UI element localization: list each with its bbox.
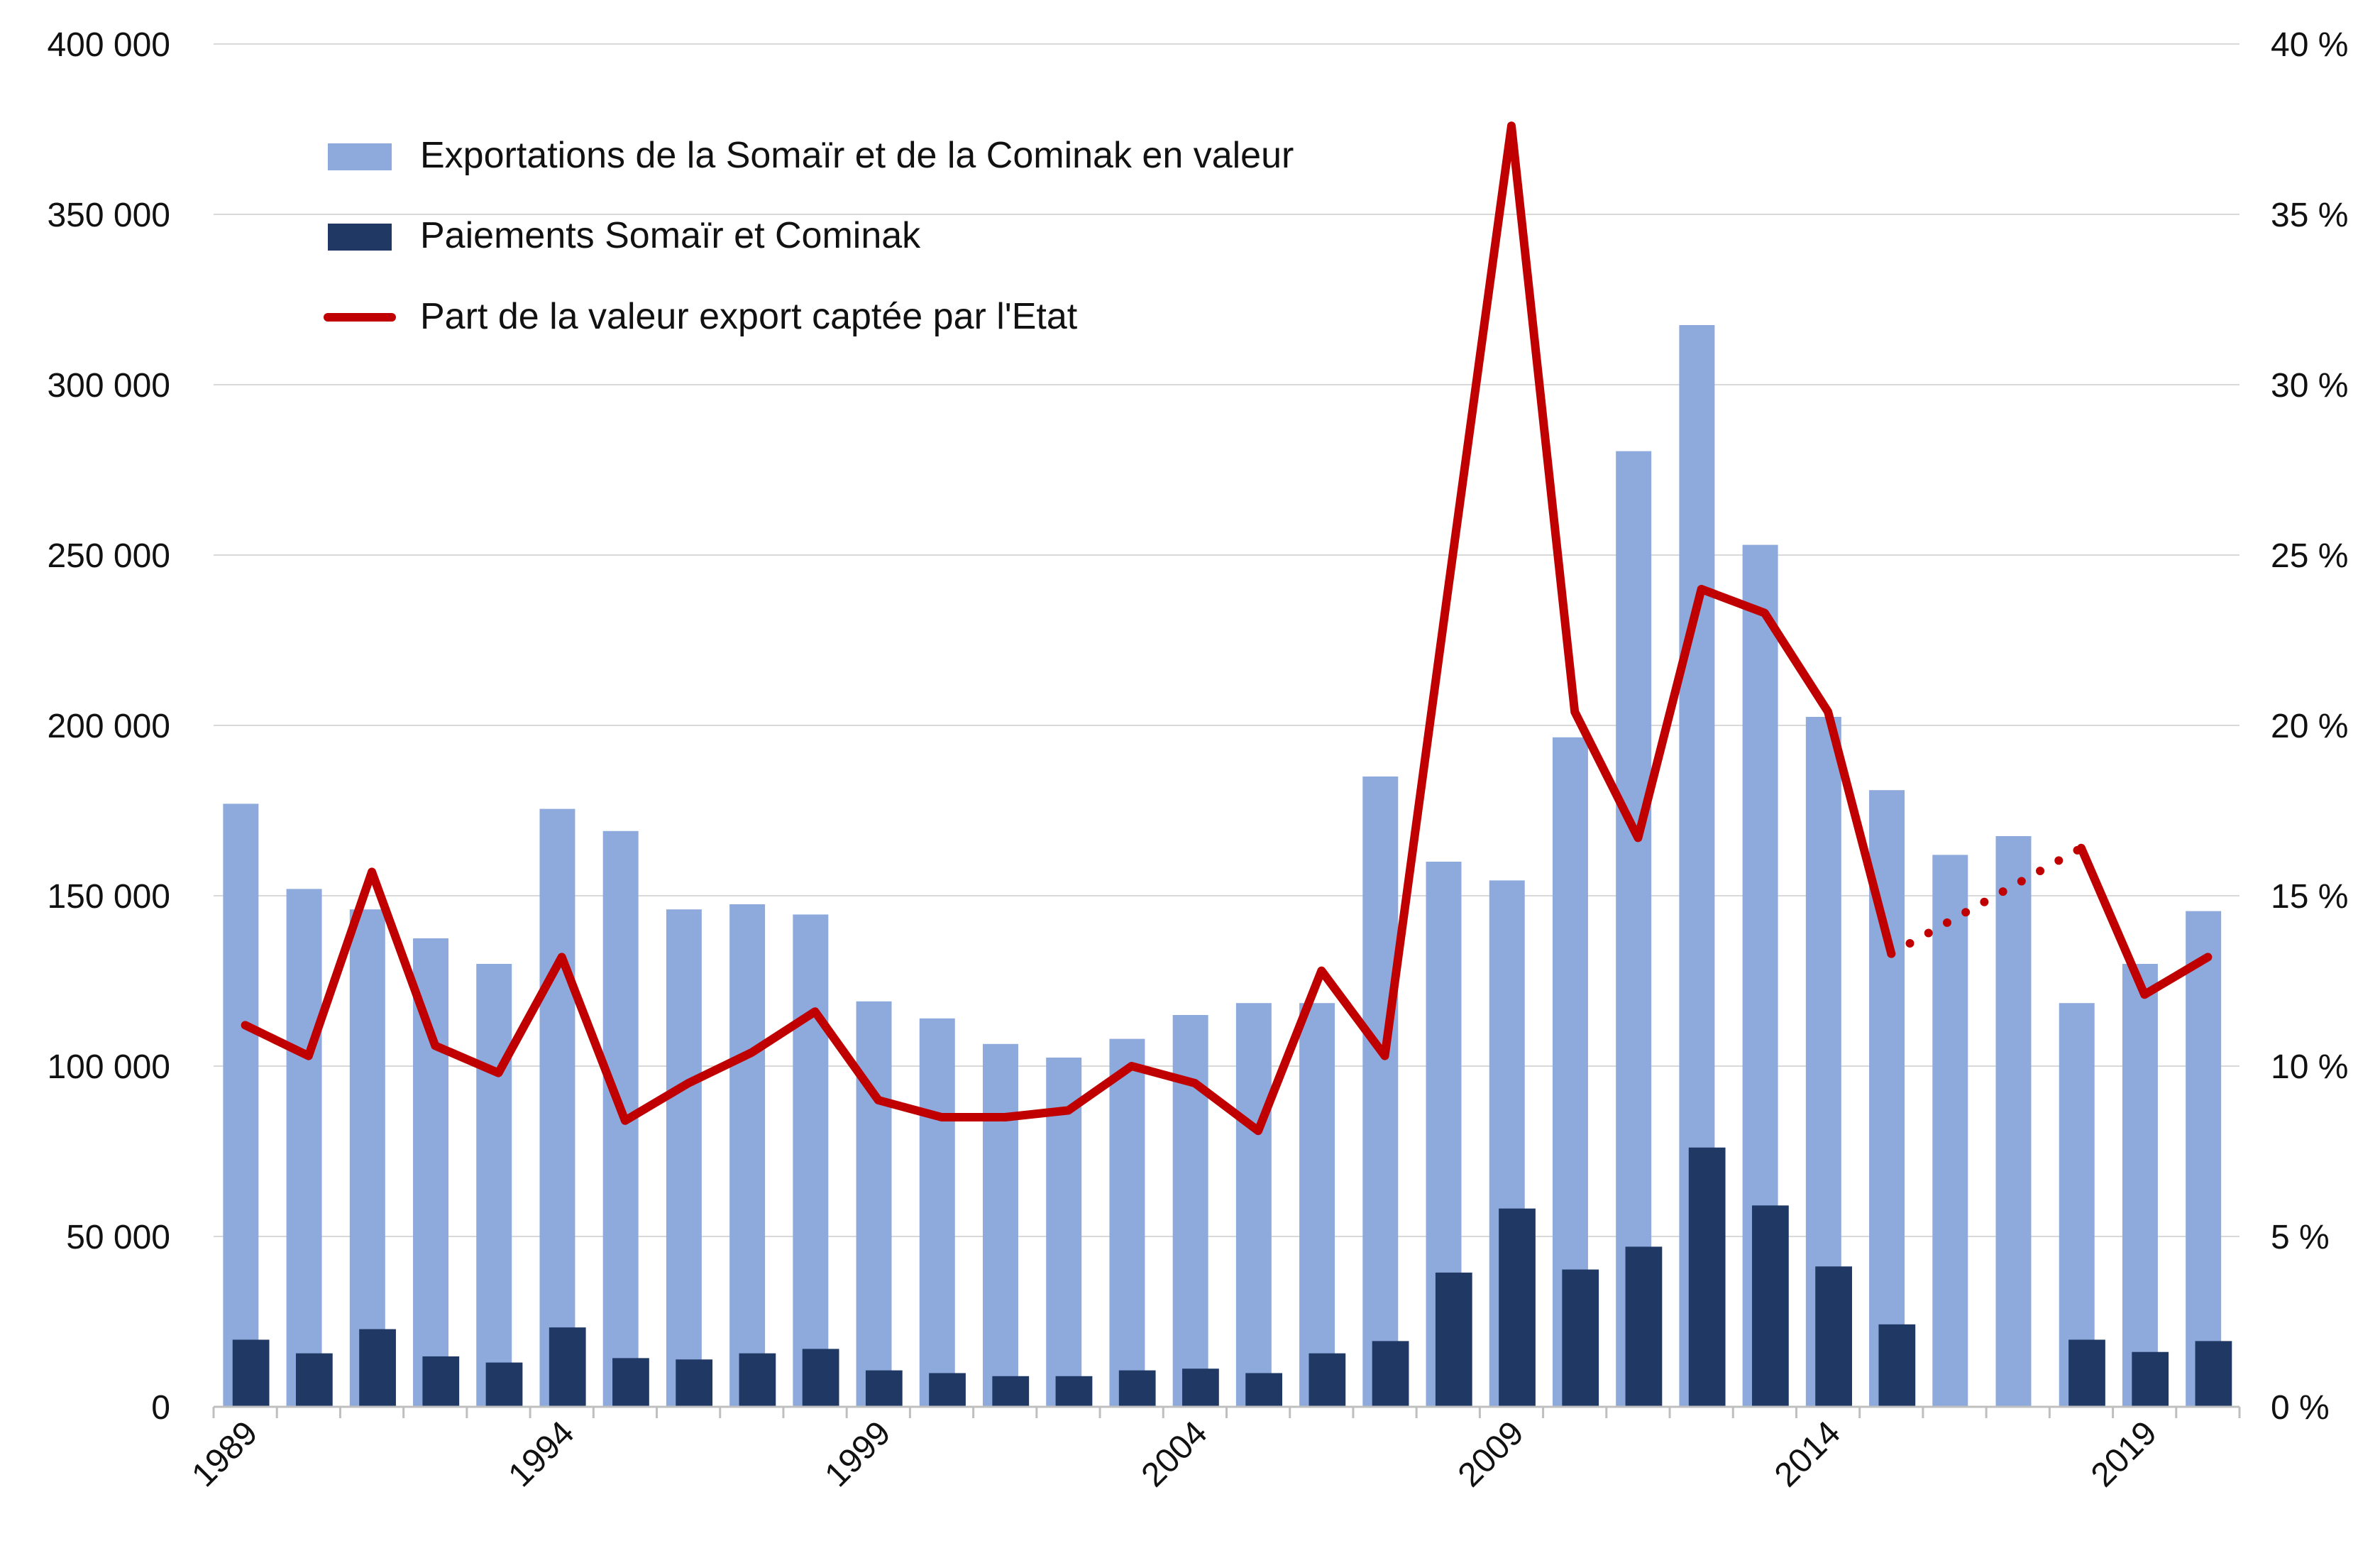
y-left-tick-label: 200 000 <box>47 708 170 745</box>
bar-exports <box>1932 855 1968 1407</box>
x-tick-label: 2014 <box>1768 1414 1848 1494</box>
bar-exports <box>2122 964 2158 1407</box>
bar-payments <box>485 1362 523 1407</box>
bar-payments <box>1118 1370 1156 1407</box>
y-left-tick-label: 400 000 <box>47 26 170 64</box>
bar-payments <box>802 1349 839 1407</box>
y-right-tick-label: 10 % <box>2271 1048 2348 1086</box>
bars <box>223 325 2232 1407</box>
y-left-tick-label: 300 000 <box>47 367 170 405</box>
y-left-tick-label: 350 000 <box>47 197 170 234</box>
bar-exports <box>729 904 766 1407</box>
bar-payments <box>1372 1341 1409 1407</box>
bar-payments <box>1309 1353 1346 1407</box>
y-left-tick-label: 0 <box>151 1389 170 1427</box>
y-right-tick-label: 0 % <box>2271 1389 2330 1427</box>
bar-exports <box>539 808 575 1407</box>
bar-payments <box>232 1339 270 1407</box>
legend-label-payments: Paiements Somaïr et Cominak <box>420 215 921 256</box>
bar-payments <box>929 1373 966 1407</box>
bar-payments <box>1055 1376 1093 1407</box>
bar-payments <box>739 1353 776 1407</box>
bar-payments <box>1815 1266 1852 1407</box>
bar-payments <box>612 1358 649 1407</box>
y-right-tick-label: 15 % <box>2271 878 2348 916</box>
bar-exports <box>793 914 829 1407</box>
bar-payments <box>992 1376 1030 1407</box>
bar-exports <box>1995 836 2032 1407</box>
line-series <box>241 121 2213 1136</box>
y-right-tick-label: 25 % <box>2271 537 2348 575</box>
legend-swatch-exports <box>328 143 392 170</box>
bar-exports <box>476 964 512 1407</box>
bar-exports <box>223 803 259 1407</box>
bar-exports <box>2059 1003 2095 1407</box>
x-tick-label: 1999 <box>818 1414 898 1494</box>
bar-payments <box>1562 1269 1599 1407</box>
line-share-dotted <box>1887 843 2086 958</box>
line-share <box>241 121 1896 1136</box>
bar-payments <box>1878 1324 1916 1407</box>
bar-exports <box>349 909 385 1407</box>
bar-payments <box>549 1327 586 1407</box>
x-tick-label: 2009 <box>1451 1414 1531 1494</box>
legend-label-exports: Exportations de la Somaïr et de la Comin… <box>420 135 1294 176</box>
y-right-tick-label: 20 % <box>2271 708 2348 745</box>
bar-payments <box>359 1329 396 1407</box>
bar-exports <box>983 1043 1018 1407</box>
y-right-tick-label: 30 % <box>2271 367 2348 405</box>
bar-exports <box>1362 777 1399 1407</box>
bar-payments <box>2132 1351 2169 1407</box>
legend-swatch-payments <box>328 224 392 251</box>
bar-payments <box>2068 1339 2105 1407</box>
y-left-tick-label: 250 000 <box>47 537 170 575</box>
x-tick-label: 1994 <box>501 1414 581 1494</box>
bar-exports <box>666 909 702 1407</box>
x-tick-label: 2004 <box>1135 1414 1215 1494</box>
y-right-tick-label: 5 % <box>2271 1219 2330 1256</box>
legend-label-share: Part de la valeur export captée par l'Et… <box>420 296 1078 337</box>
bar-exports <box>413 938 449 1407</box>
y-left-tick-label: 100 000 <box>47 1048 170 1086</box>
bar-payments <box>1688 1147 1726 1407</box>
bar-payments <box>676 1359 713 1407</box>
bar-payments <box>295 1353 333 1407</box>
x-tick-label: 2019 <box>2084 1414 2164 1494</box>
bar-payments <box>1435 1272 1472 1407</box>
bar-exports <box>286 889 322 1407</box>
bar-exports <box>919 1018 955 1407</box>
bar-exports <box>1235 1003 1272 1407</box>
bar-payments <box>422 1356 460 1407</box>
y-right-tick-label: 35 % <box>2271 197 2348 234</box>
y-left-tick-label: 50 000 <box>66 1219 170 1256</box>
bar-payments <box>1182 1368 1219 1407</box>
line-share <box>2076 843 2213 999</box>
bar-payments <box>1499 1208 1536 1407</box>
bar-payments <box>1752 1205 1789 1407</box>
bar-payments <box>1245 1373 1283 1407</box>
legend: Exportations de la Somaïr et de la Comin… <box>324 135 1294 337</box>
x-tick-label: 1989 <box>184 1414 265 1494</box>
bar-exports <box>2186 911 2222 1407</box>
bar-exports <box>1172 1015 1208 1407</box>
bar-exports <box>856 1001 892 1407</box>
bar-exports <box>1299 1003 1335 1407</box>
bar-payments <box>1625 1246 1663 1407</box>
bar-payments <box>2195 1341 2232 1407</box>
bar-exports <box>1109 1038 1145 1407</box>
bar-payments <box>865 1370 903 1407</box>
y-left-tick-label: 150 000 <box>47 878 170 916</box>
y-right-tick-label: 40 % <box>2271 26 2348 64</box>
